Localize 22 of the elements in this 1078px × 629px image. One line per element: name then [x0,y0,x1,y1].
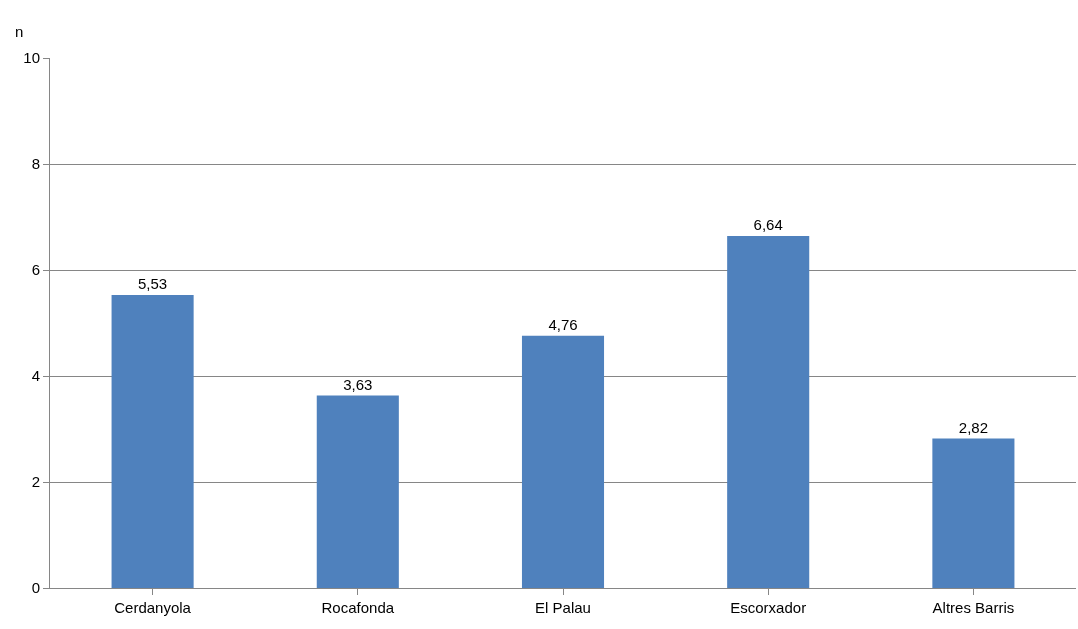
bar [111,294,194,588]
y-tick-label: 8 [31,155,40,173]
x-tick-label: Escorxador [730,599,807,616]
y-tick-label: 2 [31,473,40,491]
y-tick-label: 0 [31,579,40,597]
bar [727,236,810,588]
data-label: 6,64 [753,216,783,234]
bar [932,438,1015,588]
data-label: 5,53 [138,274,168,292]
y-tick-label: 4 [31,367,40,385]
x-tick-label: Cerdanyola [114,599,192,616]
bar [521,335,605,588]
x-tick-label: Rocafonda [321,599,395,616]
y-axis-title: n [15,23,24,40]
data-label: 2,82 [958,418,988,436]
y-tick-label: 6 [31,261,40,279]
data-label: 3,63 [343,375,373,393]
x-tick-label: Altres Barris [932,599,1015,616]
bar [316,395,399,588]
x-tick-label: El Palau [535,599,591,616]
data-label: 4,76 [548,315,578,333]
y-tick-label: 10 [23,49,40,67]
